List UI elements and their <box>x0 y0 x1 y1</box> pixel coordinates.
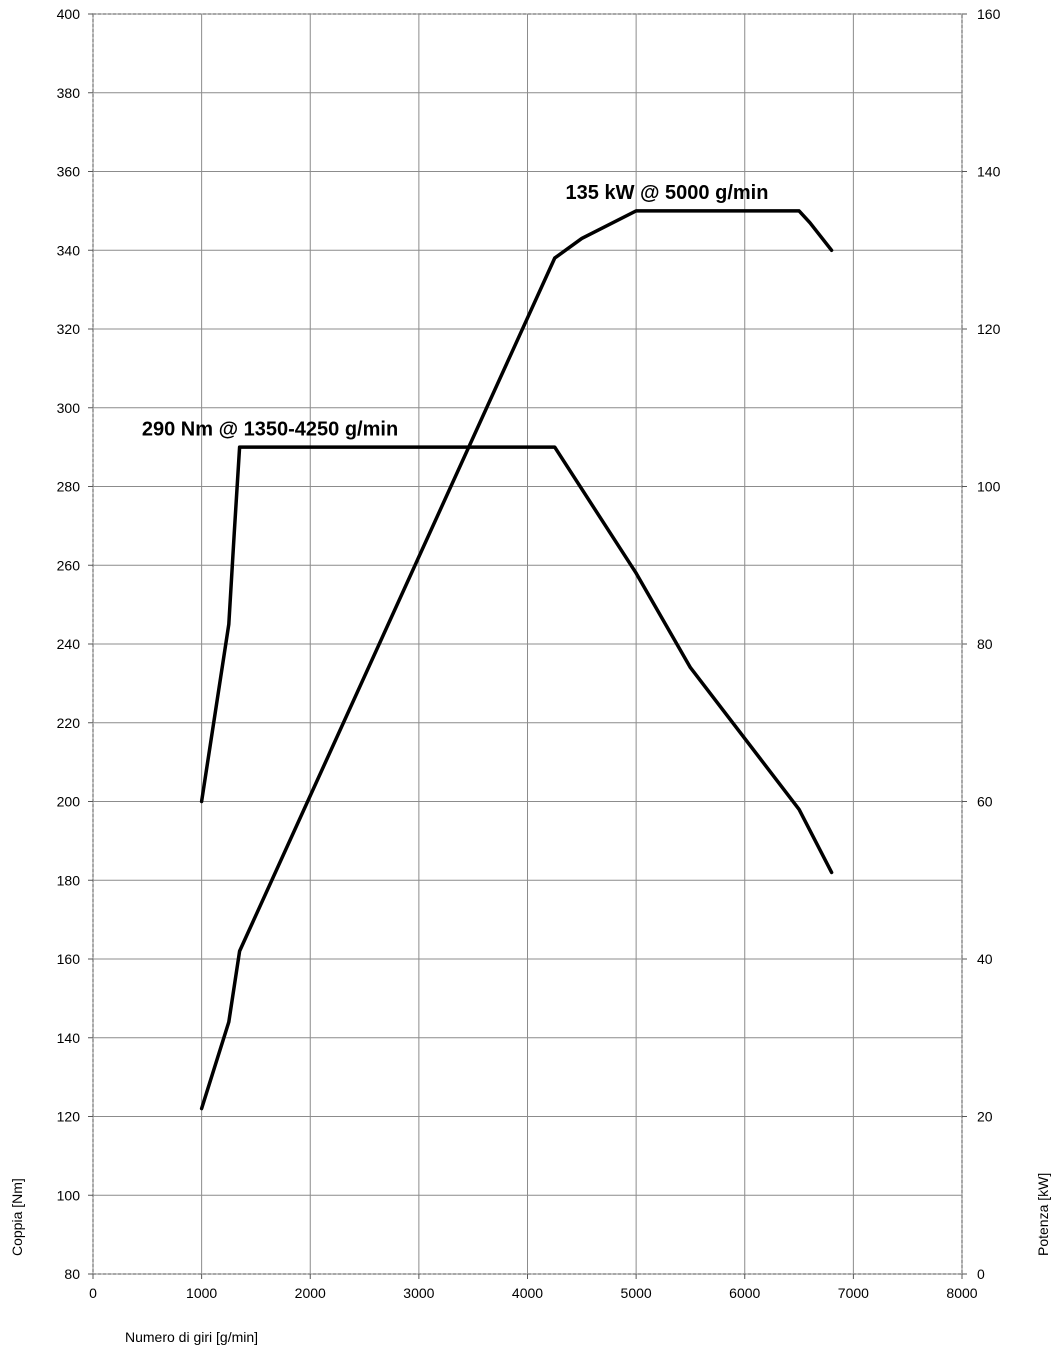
right-y-axis-title: Potenza [kW] <box>1035 1173 1051 1256</box>
y-left-tick-label-7: 220 <box>57 715 81 731</box>
y-left-tick-label-0: 80 <box>64 1266 80 1282</box>
y-left-tick-label-11: 300 <box>57 400 81 416</box>
y-right-tick-label-0: 0 <box>977 1266 985 1282</box>
annotation-1: 135 kW @ 5000 g/min <box>566 182 769 204</box>
gridlines <box>92 13 963 1275</box>
y-right-tick-label-1: 20 <box>977 1109 993 1125</box>
y-left-tick-label-13: 340 <box>57 242 81 258</box>
y-left-tick-label-14: 360 <box>57 164 81 180</box>
y-left-tick-label-10: 280 <box>57 479 81 495</box>
annotation-0: 290 Nm @ 1350-4250 g/min <box>142 418 398 440</box>
x-tick-label-7: 7000 <box>838 1285 869 1301</box>
annotations: 290 Nm @ 1350-4250 g/min 135 kW @ 5000 g/… <box>142 182 769 440</box>
series-layer <box>199 209 834 1111</box>
y-right-tick-label-8: 160 <box>977 6 1001 22</box>
y-right-tick-label-5: 100 <box>977 479 1001 495</box>
x-tick-label-2: 2000 <box>295 1285 326 1301</box>
y-left-tick-label-12: 320 <box>57 321 81 337</box>
y-left-tick-label-1: 100 <box>57 1187 81 1203</box>
right-y-axis-ticks: 0 20 40 60 80 100 120 140 160 <box>962 6 1001 1282</box>
x-tick-label-4: 4000 <box>512 1285 543 1301</box>
y-left-tick-label-3: 140 <box>57 1030 81 1046</box>
x-tick-label-5: 5000 <box>621 1285 652 1301</box>
y-right-tick-label-3: 60 <box>977 794 993 810</box>
power-curve <box>199 209 834 1111</box>
x-tick-label-8: 8000 <box>946 1285 977 1301</box>
y-left-tick-label-6: 200 <box>57 794 81 810</box>
left-y-axis-ticks: 80 100 120 140 160 180 200 220 240 260 280 300 320 34… <box>57 6 93 1282</box>
x-axis-title: Numero di giri [g/min] <box>125 1329 258 1345</box>
x-tick-label-0: 0 <box>89 1285 97 1301</box>
y-left-tick-label-4: 160 <box>57 951 81 967</box>
y-right-tick-label-6: 120 <box>977 321 1001 337</box>
y-left-tick-label-2: 120 <box>57 1109 81 1125</box>
torque-curve <box>199 445 834 875</box>
y-left-tick-label-8: 240 <box>57 636 81 652</box>
x-tick-label-6: 6000 <box>729 1285 760 1301</box>
y-left-tick-label-9: 260 <box>57 557 81 573</box>
y-right-tick-label-2: 40 <box>977 951 993 967</box>
y-left-tick-label-5: 180 <box>57 872 81 888</box>
x-tick-label-3: 3000 <box>403 1285 434 1301</box>
y-right-tick-label-4: 80 <box>977 636 993 652</box>
x-axis-ticks: 0 1000 2000 3000 4000 5000 6000 7000 8000 <box>89 1274 978 1301</box>
y-left-tick-label-15: 380 <box>57 85 81 101</box>
y-right-tick-label-7: 140 <box>977 164 1001 180</box>
left-y-axis-title: Coppia [Nm] <box>9 1178 25 1256</box>
x-tick-label-1: 1000 <box>186 1285 217 1301</box>
y-left-tick-label-16: 400 <box>57 6 81 22</box>
